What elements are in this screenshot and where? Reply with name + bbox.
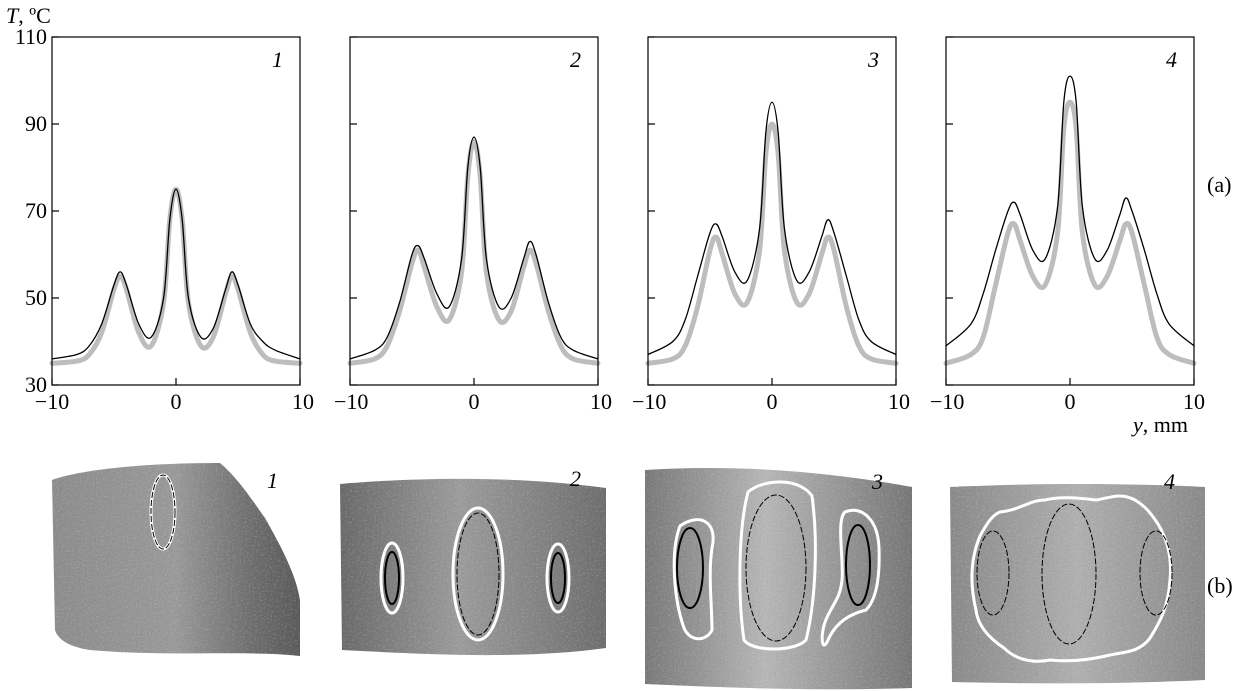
lesion-contour-black-4a: [976, 530, 1010, 616]
y-tick-label-90: 90: [25, 111, 47, 136]
lesion-contour-white-2a: [379, 541, 405, 615]
lesion-contour-black-2c: [550, 552, 566, 604]
photo-label-1: 1: [267, 468, 278, 493]
x-axis-label: y, mm: [1131, 412, 1188, 437]
x-tick-label-4-10: 10: [1183, 389, 1205, 414]
panel-label-2: 2: [570, 47, 581, 72]
lesion-contour-black-4b: [1041, 503, 1097, 645]
lesion-contour-black-3c: [845, 524, 871, 606]
y-tick-label-70: 70: [25, 198, 47, 223]
x-tick-label-4-0: 0: [1065, 389, 1076, 414]
panel-label-4: 4: [1166, 47, 1177, 72]
photo-label-2: 2: [570, 466, 581, 491]
tissue-sample-3: [645, 467, 912, 690]
series-line-gray-2: [347, 138, 601, 366]
y-axis-label: T, ºC: [6, 3, 51, 28]
y-tick-label-50: 50: [25, 285, 47, 310]
lesion-contour-black-1: [150, 474, 176, 550]
photo-label-4: 4: [1164, 469, 1175, 494]
y-tick-label-110: 110: [15, 24, 47, 49]
chart-panel-1: 30 50 70 90 110 −10 0 10 1: [15, 24, 314, 414]
row-label-b: (b): [1207, 573, 1233, 598]
series-line-black-4: [945, 75, 1195, 347]
lesion-contour-white-4: [970, 494, 1172, 663]
lesion-contour-black-2b: [456, 512, 500, 636]
series-line-gray-1: [49, 186, 303, 366]
series-line-black-3: [647, 101, 897, 356]
chart-row-a: 30 50 70 90 110 −10 0 10 1 −10 0 10 2 −10 0 10 3 −10 0 10 4: [15, 24, 1205, 414]
tissue-sample-2: [340, 478, 606, 656]
chart-panel-4: −10 0 10 4: [930, 36, 1205, 414]
plot-frame-1: [51, 36, 301, 386]
x-tick-label-3-0: 0: [767, 389, 778, 414]
lesion-contour-black-3a: [676, 527, 704, 609]
chart-panel-2: −10 0 10 2: [334, 36, 612, 414]
panel-label-1: 1: [272, 47, 283, 72]
lesion-contour-white-3a: [672, 518, 715, 641]
x-tick-label-3-10: 10: [888, 389, 910, 414]
lesion-contour-white-2c: [545, 542, 571, 614]
plot-frame-3: [647, 36, 897, 386]
photo-label-3: 3: [871, 469, 883, 494]
lesion-contour-white-3b: [738, 480, 817, 651]
x-tick-label-1--10: −10: [35, 389, 69, 414]
lesion-contour-white-2b: [451, 506, 505, 642]
series-line-gray-4: [943, 99, 1197, 366]
lesion-contour-black-4c: [1139, 530, 1173, 616]
tissue-photo-2: 2: [340, 466, 606, 656]
y-tick-label-30: 30: [25, 372, 47, 397]
x-tick-label-2-0: 0: [469, 389, 480, 414]
x-tick-label-1-10: 10: [292, 389, 314, 414]
series-line-black-2: [349, 136, 599, 360]
tissue-sample-1: [52, 463, 300, 656]
x-tick-label-1-0: 0: [171, 389, 182, 414]
lesion-contour-black-3b: [745, 494, 807, 642]
tissue-photo-4: 4: [950, 469, 1205, 684]
x-tick-label-4--10: −10: [930, 389, 964, 414]
plot-frame-2: [349, 36, 599, 386]
x-tick-label-2--10: −10: [334, 389, 368, 414]
series-line-gray-3: [645, 121, 899, 366]
tissue-photo-1: 1: [52, 463, 300, 656]
lesion-contour-white-3c: [820, 508, 881, 647]
tissue-photo-3: 3: [645, 467, 912, 690]
row-label-a: (a): [1207, 172, 1231, 197]
panel-label-3: 3: [867, 47, 879, 72]
x-tick-label-3--10: −10: [632, 389, 666, 414]
x-tick-label-2-10: 10: [590, 389, 612, 414]
series-line-black-1: [51, 188, 301, 360]
photo-row-b: 1 2 3: [52, 463, 1205, 690]
tissue-sample-4: [950, 484, 1205, 684]
lesion-contour-black-2a: [384, 551, 400, 605]
chart-panel-3: −10 0 10 3: [632, 36, 910, 414]
